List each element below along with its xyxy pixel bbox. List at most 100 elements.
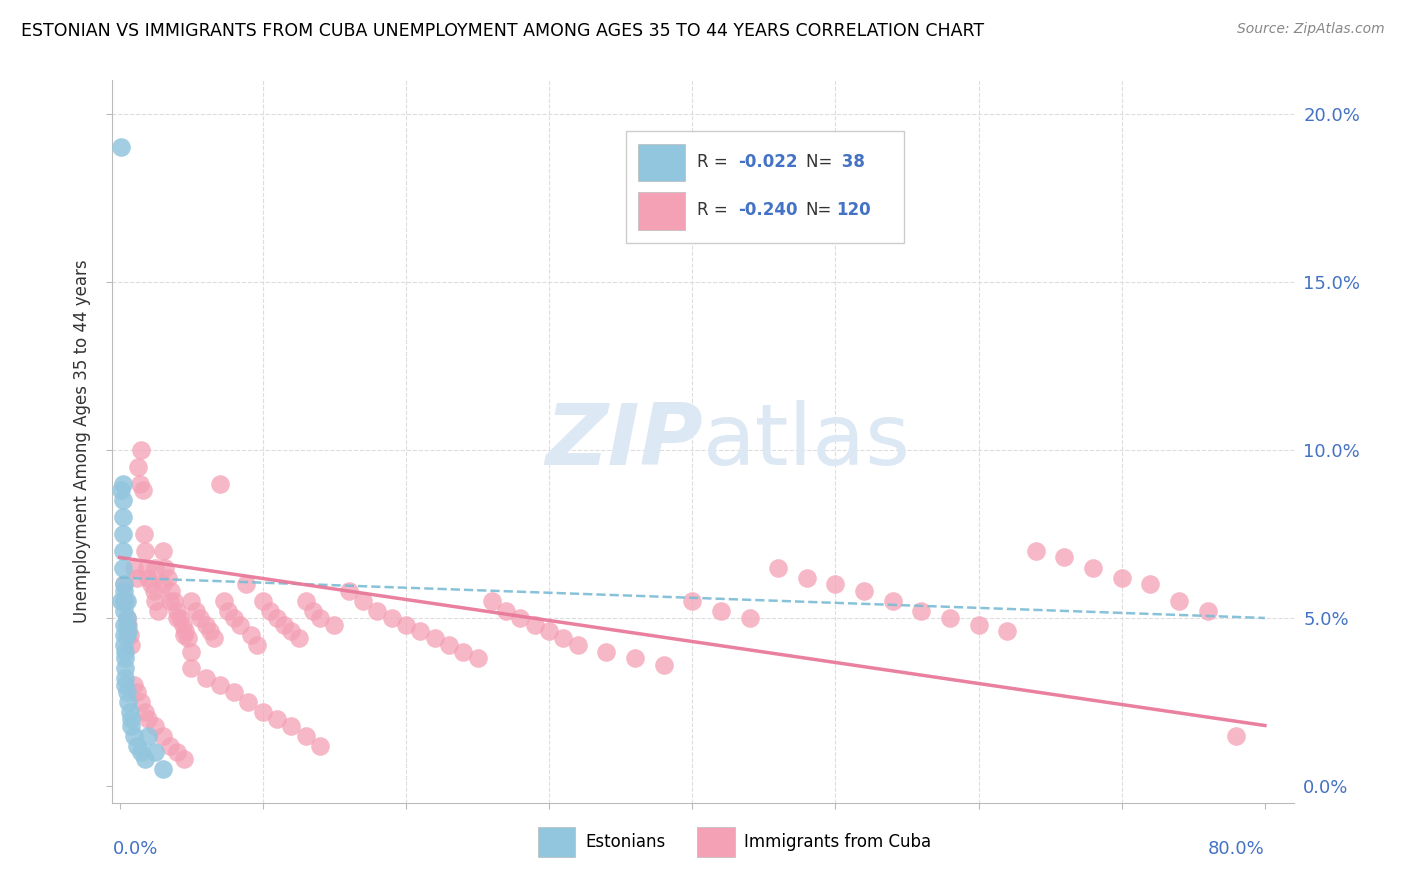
Point bbox=[139, 577, 162, 591]
Point bbox=[134, 705, 156, 719]
Point bbox=[1111, 571, 1133, 585]
Text: Estonians: Estonians bbox=[585, 833, 665, 851]
Point bbox=[681, 594, 703, 608]
Point bbox=[437, 638, 460, 652]
Point bbox=[266, 611, 288, 625]
Point bbox=[246, 638, 269, 652]
Point bbox=[117, 695, 139, 709]
Point bbox=[173, 752, 195, 766]
Text: N=: N= bbox=[806, 202, 832, 219]
Point bbox=[202, 631, 225, 645]
Point bbox=[595, 644, 617, 658]
Point bbox=[252, 594, 274, 608]
Bar bbox=[697, 827, 735, 857]
Text: 120: 120 bbox=[837, 202, 872, 219]
Point bbox=[166, 745, 188, 759]
Point bbox=[114, 644, 136, 658]
Point bbox=[451, 644, 474, 658]
Point bbox=[423, 631, 446, 645]
Point bbox=[111, 560, 134, 574]
Point bbox=[481, 594, 503, 608]
Point bbox=[194, 617, 217, 632]
Point bbox=[381, 611, 404, 625]
Point bbox=[208, 476, 231, 491]
Point bbox=[115, 628, 138, 642]
Point bbox=[118, 705, 141, 719]
Point bbox=[129, 745, 152, 759]
Point bbox=[910, 604, 932, 618]
Point bbox=[115, 611, 138, 625]
Point bbox=[114, 594, 136, 608]
Point bbox=[122, 678, 145, 692]
Point bbox=[853, 584, 876, 599]
Point bbox=[114, 651, 136, 665]
Point bbox=[115, 685, 138, 699]
Point bbox=[967, 617, 990, 632]
Point bbox=[110, 594, 132, 608]
Point bbox=[131, 483, 153, 498]
Point bbox=[1081, 560, 1104, 574]
Point bbox=[115, 611, 138, 625]
Point bbox=[159, 739, 181, 753]
Text: R =: R = bbox=[697, 202, 733, 219]
Point bbox=[157, 571, 180, 585]
Point bbox=[145, 745, 167, 759]
Point bbox=[184, 604, 207, 618]
Bar bbox=[638, 193, 685, 230]
Point bbox=[1139, 577, 1161, 591]
Point bbox=[217, 604, 239, 618]
Point bbox=[128, 476, 150, 491]
Y-axis label: Unemployment Among Ages 35 to 44 years: Unemployment Among Ages 35 to 44 years bbox=[73, 260, 91, 624]
Point bbox=[111, 510, 134, 524]
Point bbox=[173, 628, 195, 642]
Point bbox=[882, 594, 904, 608]
Point bbox=[337, 584, 360, 599]
Point bbox=[110, 483, 132, 498]
Point bbox=[309, 611, 332, 625]
Point bbox=[180, 594, 202, 608]
Point bbox=[152, 729, 174, 743]
Point bbox=[118, 628, 141, 642]
Point bbox=[152, 577, 174, 591]
Point bbox=[112, 577, 135, 591]
Point bbox=[538, 624, 561, 639]
Point bbox=[766, 560, 789, 574]
Point bbox=[309, 739, 332, 753]
Point bbox=[1197, 604, 1219, 618]
Point bbox=[136, 729, 159, 743]
Text: -0.022: -0.022 bbox=[738, 153, 799, 171]
Point bbox=[120, 718, 142, 732]
Point bbox=[302, 604, 325, 618]
Point bbox=[177, 631, 200, 645]
Point bbox=[188, 611, 211, 625]
Point bbox=[117, 624, 139, 639]
Point bbox=[174, 624, 197, 639]
Point bbox=[112, 638, 135, 652]
Point bbox=[553, 631, 575, 645]
FancyBboxPatch shape bbox=[626, 131, 904, 243]
Point bbox=[259, 604, 281, 618]
Text: Immigrants from Cuba: Immigrants from Cuba bbox=[744, 833, 931, 851]
Point bbox=[229, 617, 252, 632]
Point bbox=[224, 685, 246, 699]
Point bbox=[252, 705, 274, 719]
Point bbox=[122, 729, 145, 743]
Point bbox=[294, 594, 316, 608]
Point bbox=[152, 543, 174, 558]
Point bbox=[112, 617, 135, 632]
Point bbox=[111, 543, 134, 558]
Point bbox=[125, 571, 148, 585]
Point bbox=[163, 594, 186, 608]
Point bbox=[198, 624, 221, 639]
Point bbox=[143, 584, 166, 599]
Point bbox=[136, 571, 159, 585]
Point bbox=[122, 560, 145, 574]
Point bbox=[112, 577, 135, 591]
Point bbox=[112, 584, 135, 599]
Point bbox=[172, 617, 194, 632]
Point bbox=[180, 644, 202, 658]
Point bbox=[523, 617, 546, 632]
Point bbox=[567, 638, 589, 652]
Point bbox=[280, 718, 302, 732]
Point bbox=[111, 476, 134, 491]
